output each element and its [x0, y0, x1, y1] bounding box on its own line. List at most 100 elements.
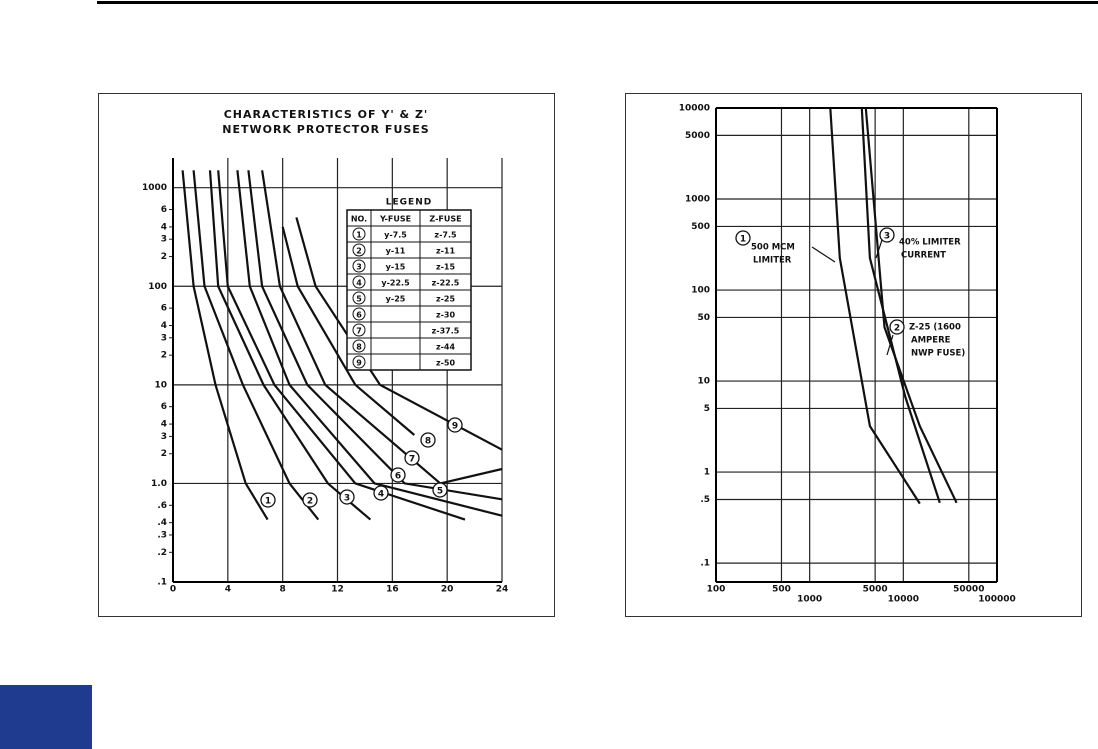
legend-number: 2 — [356, 247, 362, 256]
legend-header: Z-FUSE — [429, 215, 461, 224]
leader-line — [875, 239, 883, 259]
y-tick-label: .6 — [157, 501, 167, 511]
curve — [864, 107, 958, 504]
circled-number-text: 2 — [307, 497, 313, 507]
x-tick-label: 8 — [280, 585, 286, 595]
chart: CHARACTERISTICS OF Y' & Z' NETWORK PROTEC… — [98, 93, 555, 617]
circled-number-text: 7 — [409, 455, 415, 465]
curve-label: AMPERE — [911, 336, 951, 346]
y-tick-label: 4 — [161, 321, 167, 331]
legend-cell: z-37.5 — [432, 327, 460, 336]
curve-label: 500 MCM — [751, 243, 795, 253]
legend-cell: z-30 — [436, 311, 456, 320]
y-tick-label: 1.0 — [151, 479, 167, 489]
y-tick-label: 2 — [161, 252, 167, 262]
x-tick-label: 1000 — [797, 595, 822, 605]
x-tick-label: 16 — [386, 585, 399, 595]
curve — [236, 170, 503, 517]
curve — [181, 170, 269, 521]
legend-cell: z-50 — [436, 359, 456, 368]
curve-label: CURRENT — [901, 251, 946, 261]
circled-number-text: 2 — [894, 324, 900, 334]
legend-number-circle — [352, 355, 366, 369]
y-tick-label: 5000 — [685, 131, 710, 141]
curve-label: Z-25 (1600 — [909, 323, 961, 333]
y-tick-label: 10 — [697, 377, 710, 387]
legend-number: 5 — [356, 295, 362, 304]
legend-cell: z-7.5 — [434, 231, 457, 240]
y-tick-label: 2 — [161, 449, 167, 459]
y-tick-label: 3 — [161, 432, 167, 442]
legend-cell: z-44 — [436, 343, 456, 352]
legend-cell: y-15 — [386, 263, 406, 272]
leader-line — [811, 246, 836, 263]
y-tick-label: 2 — [161, 351, 167, 361]
curve-label: 40% LIMITER — [899, 238, 961, 248]
corner-block — [0, 685, 92, 749]
y-tick-label: 5 — [704, 404, 710, 414]
legend-number-circle — [352, 323, 366, 337]
y-tick-label: 100 — [148, 282, 167, 292]
y-tick-label: 1 — [704, 468, 710, 478]
legend-number-circle — [352, 243, 366, 257]
x-tick-label: 0 — [170, 585, 176, 595]
legend-cell: y-11 — [386, 247, 406, 256]
x-tick-label: 12 — [331, 585, 344, 595]
legend-header: Y-FUSE — [379, 215, 411, 224]
legend-number: 3 — [356, 263, 362, 272]
legend-number: 4 — [356, 279, 362, 288]
curve — [192, 170, 320, 521]
legend-number-circle — [352, 227, 366, 241]
legend-number: 9 — [356, 359, 362, 368]
circled-number-text: 6 — [395, 472, 401, 482]
circled-number-text: 9 — [452, 422, 458, 432]
chart-frame — [625, 93, 1082, 617]
x-tick-label: 10000 — [888, 595, 919, 605]
x-tick-label: 50000 — [953, 585, 984, 595]
x-tick-label: 100 — [707, 585, 726, 595]
curve — [829, 107, 921, 505]
legend-number-circle — [352, 339, 366, 353]
circled-number — [432, 482, 448, 498]
y-tick-label: .1 — [700, 559, 710, 569]
curve-label: LIMITER — [753, 256, 792, 266]
legend-cell: y-25 — [386, 295, 406, 304]
y-tick-label: 4 — [161, 222, 167, 232]
circled-number-text: 3 — [344, 494, 350, 504]
y-tick-label: 4 — [161, 420, 167, 430]
circled-number — [447, 417, 463, 433]
legend-cell: z-11 — [436, 247, 456, 256]
legend-title: LEGEND — [386, 198, 432, 208]
y-tick-label: 6 — [161, 402, 167, 412]
x-tick-label: 5000 — [863, 585, 888, 595]
circled-number — [879, 227, 895, 243]
y-tick-label: 6 — [161, 304, 167, 314]
legend-cell: z-15 — [436, 263, 456, 272]
circled-number — [260, 492, 276, 508]
curve — [261, 170, 503, 485]
legend-cell: z-25 — [436, 295, 456, 304]
legend-number: 6 — [356, 311, 362, 320]
x-tick-label: 100000 — [978, 595, 1016, 605]
circled-number — [302, 492, 318, 508]
y-tick-label: .1 — [157, 578, 167, 588]
legend-number: 1 — [356, 231, 362, 240]
legend-number: 7 — [356, 327, 362, 336]
legend-number-circle — [352, 275, 366, 289]
y-tick-label: .2 — [157, 548, 167, 558]
y-tick-label: 10 — [154, 380, 167, 390]
circled-number-text: 8 — [425, 437, 431, 447]
circled-number — [420, 432, 436, 448]
legend-cell: y-22.5 — [381, 279, 410, 288]
curve-label: NWP FUSE) — [911, 349, 965, 359]
circled-number — [735, 230, 751, 246]
legend-header: NO. — [351, 215, 367, 224]
circled-number — [889, 319, 905, 335]
chart-title: NETWORK PROTECTOR FUSES — [222, 123, 429, 136]
legend-number: 8 — [356, 343, 362, 352]
circled-number — [339, 489, 355, 505]
top-rule — [97, 1, 1098, 4]
y-tick-label: 1000 — [685, 195, 710, 205]
y-tick-label: .3 — [157, 530, 167, 540]
curve — [860, 107, 941, 504]
